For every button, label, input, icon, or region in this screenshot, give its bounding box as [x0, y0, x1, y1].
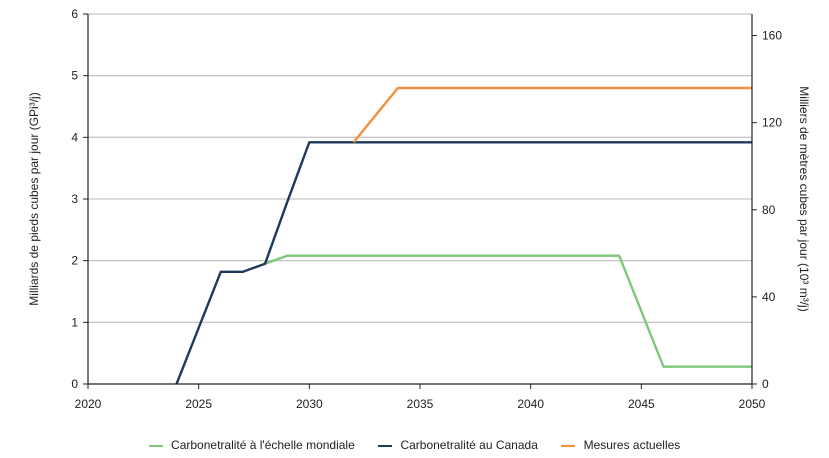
y-axis-title: Milliards de pieds cubes par jour (GPi³/…: [27, 92, 41, 305]
legend-swatch-global: [148, 444, 163, 447]
x-tick-label-2050: 2050: [739, 397, 766, 411]
x-tick-label-2040: 2040: [517, 397, 544, 411]
legend-item-current: Mesures actuelles: [561, 438, 680, 452]
gridlines: [88, 13, 752, 323]
legend-swatch-current: [561, 444, 576, 447]
axes: [83, 13, 757, 389]
y-tick-label-2: 2: [71, 254, 78, 268]
y-tick-label-4: 4: [71, 130, 78, 144]
x-tick-label-2045: 2045: [628, 397, 655, 411]
legend-label-current: Mesures actuelles: [583, 438, 681, 452]
series-lines: [175, 86, 752, 385]
series-line-2: [352, 86, 752, 144]
y2-axis-title: Milliers de mètres cubes par jour (10³ m…: [797, 86, 811, 311]
y2-tick-label-0: 0: [762, 377, 769, 391]
tick-labels: 0 1 2 3 4 5 6 0 40 80 120 160 2020 2025 2030 2035 2040 20…: [71, 7, 782, 411]
y2-tick-label-40: 40: [762, 290, 776, 304]
y-tick-label-5: 5: [71, 69, 78, 83]
x-tick-label-2035: 2035: [407, 397, 434, 411]
series-line-1: [175, 141, 752, 385]
x-tick-label-2025: 2025: [185, 397, 212, 411]
legend-swatch-canada: [378, 444, 393, 447]
y-tick-label-0: 0: [71, 377, 78, 391]
y2-tick-label-120: 120: [762, 116, 782, 130]
y-tick-label-3: 3: [71, 192, 78, 206]
legend-item-global: Carbonetralité à l'échelle mondiale: [148, 438, 355, 452]
y-tick-label-6: 6: [71, 7, 78, 21]
legend-item-canada: Carbonetralité au Canada: [378, 438, 538, 452]
series-line-0: [264, 254, 752, 368]
y2-tick-label-160: 160: [762, 29, 782, 43]
legend-label-global: Carbonetralité à l'échelle mondiale: [171, 438, 355, 452]
y-tick-label-1: 1: [71, 315, 78, 329]
legend: Carbonetralité à l'échelle mondiale Carb…: [0, 438, 829, 452]
x-tick-label-2020: 2020: [75, 397, 102, 411]
y2-tick-label-80: 80: [762, 203, 776, 217]
legend-label-canada: Carbonetralité au Canada: [400, 438, 538, 452]
x-tick-label-2030: 2030: [296, 397, 323, 411]
